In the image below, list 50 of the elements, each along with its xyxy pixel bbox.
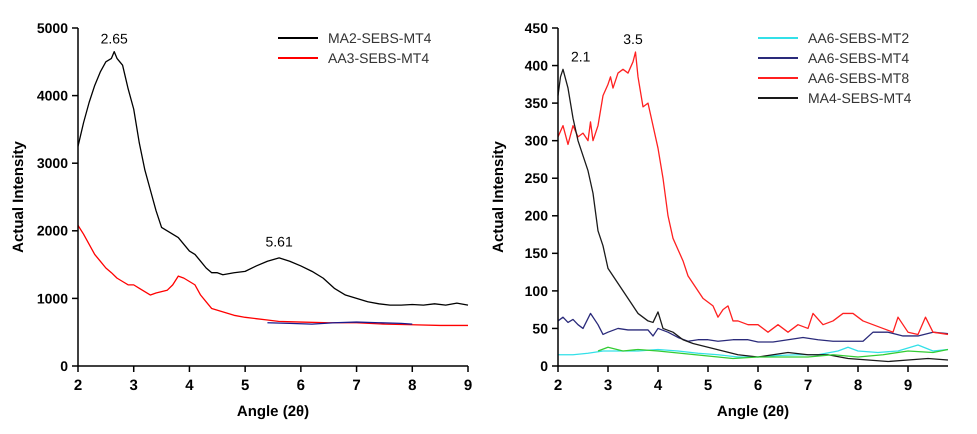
y-tick-label: 250 xyxy=(524,170,548,186)
line-series xyxy=(597,346,949,360)
x-tick-label: 3 xyxy=(130,377,138,394)
line-series xyxy=(557,344,949,358)
x-tick-label: 9 xyxy=(904,377,912,394)
y-tick-label: 0 xyxy=(60,358,68,374)
x-tick-label: 7 xyxy=(804,377,812,394)
x-tick-label: 4 xyxy=(185,377,194,394)
x-tick-label: 2 xyxy=(74,377,82,394)
legend-label: AA3-SEBS-MT4 xyxy=(328,50,430,66)
line-series xyxy=(557,312,949,343)
x-tick-label: 7 xyxy=(352,377,361,394)
annotation: 5.61 xyxy=(266,233,293,250)
y-tick-label: 50 xyxy=(532,320,548,336)
annotation: 2.65 xyxy=(100,30,128,47)
x-tick-label: 2 xyxy=(554,377,562,394)
x-axis-title: Angle (2θ) xyxy=(236,403,310,420)
y-tick-label: 150 xyxy=(524,245,548,262)
y-tick-label: 350 xyxy=(524,95,548,112)
annotation: 3.5 xyxy=(623,31,643,48)
y-tick-label: 100 xyxy=(524,282,548,299)
y-tick-label: 2000 xyxy=(36,222,68,239)
legend-label: AA6-SEBS-MT2 xyxy=(808,30,910,46)
y-tick-label: 5000 xyxy=(36,20,68,36)
legend-label: MA2-SEBS-MT4 xyxy=(328,30,432,46)
legend-label: MA4-SEBS-MT4 xyxy=(808,90,912,106)
annotation: 2.1 xyxy=(571,48,591,64)
y-tick-label: 4000 xyxy=(36,88,68,104)
x-tick-label: 9 xyxy=(464,377,472,394)
x-tick-label: 3 xyxy=(604,377,612,394)
legend-label: AA6-SEBS-MT4 xyxy=(808,50,910,66)
x-tick-label: 4 xyxy=(654,377,663,394)
x-tick-label: 5 xyxy=(704,377,712,394)
y-tick-label: 200 xyxy=(524,208,548,224)
y-axis-title: Actual Intensity xyxy=(10,140,27,253)
legend-label: AA6-SEBS-MT8 xyxy=(808,70,910,86)
x-tick-label: 8 xyxy=(854,377,862,394)
y-tick-label: 1000 xyxy=(36,290,68,306)
y-tick-label: 400 xyxy=(524,57,548,74)
line-series xyxy=(77,224,469,326)
x-tick-label: 8 xyxy=(408,377,416,394)
y-tick-label: 300 xyxy=(524,132,548,149)
x-tick-label: 5 xyxy=(240,377,250,394)
y-tick-label: 0 xyxy=(540,358,548,374)
x-tick-label: 6 xyxy=(296,377,306,394)
x-axis-title: Angle (2θ) xyxy=(716,403,790,420)
y-axis-title: Actual Intensity xyxy=(490,140,507,253)
y-tick-label: 3000 xyxy=(36,155,68,172)
y-tick-label: 450 xyxy=(524,20,548,36)
x-tick-label: 6 xyxy=(754,377,762,394)
